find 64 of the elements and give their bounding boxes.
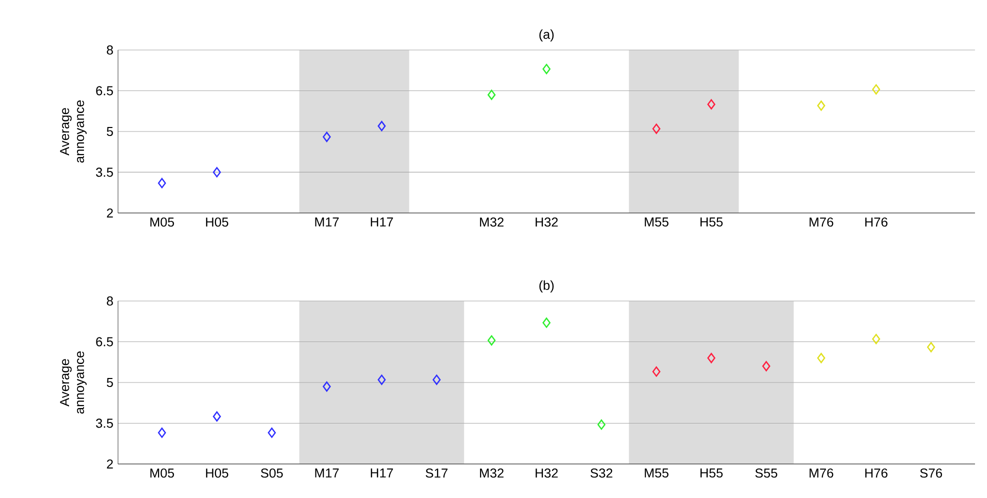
y-tick-label: 6.5	[96, 337, 113, 346]
x-tick-label: M76	[810, 217, 834, 227]
point	[378, 374, 386, 385]
chart-title: (a)	[539, 29, 554, 42]
point	[707, 352, 716, 364]
y-tick-label: 5	[106, 126, 113, 136]
point	[652, 124, 660, 134]
x-tick-label: M32	[480, 217, 504, 227]
point	[212, 411, 221, 422]
y-axis-title: Average annoyance	[60, 351, 87, 414]
x-tick-label: S55	[755, 468, 778, 478]
x-tick-label: M05	[150, 217, 174, 227]
point	[322, 132, 331, 142]
y-tick-label: 2	[106, 208, 113, 218]
x-tick-label: H32	[536, 468, 558, 478]
point	[817, 352, 826, 364]
point	[707, 99, 716, 110]
x-tick-label: H76	[865, 217, 888, 227]
x-tick-label: M17	[315, 468, 339, 478]
x-tick-label: M32	[480, 468, 504, 478]
point	[872, 334, 880, 344]
chart-title: (b)	[539, 280, 554, 292]
point	[927, 342, 936, 352]
y-tick-label: 8	[106, 45, 113, 55]
point	[488, 335, 496, 346]
x-tick-label: H76	[865, 468, 888, 478]
y-axis-title: Average annoyance	[60, 100, 87, 163]
y-tick-label: 6.5	[96, 86, 113, 96]
x-tick-label: S05	[260, 468, 283, 478]
point	[378, 120, 386, 132]
x-tick-label: H05	[206, 468, 228, 478]
y-tick-label: 3.5	[96, 418, 113, 428]
point	[762, 361, 770, 372]
x-tick-label: M17	[315, 218, 339, 226]
x-tick-label: S17	[426, 468, 448, 478]
y-tick-label: 2	[106, 459, 113, 469]
x-tick-label: M55	[644, 218, 668, 227]
x-tick-label: M55	[644, 468, 668, 478]
x-tick-label: S32	[590, 468, 612, 478]
point	[652, 366, 660, 377]
point	[817, 100, 826, 111]
y-tick-label: 3.5	[96, 168, 113, 177]
x-tick-label: H17	[370, 468, 393, 478]
point	[158, 428, 166, 438]
x-tick-label: M05	[150, 468, 174, 478]
x-tick-label: S76	[920, 468, 942, 478]
point	[322, 381, 331, 392]
point	[268, 428, 276, 438]
point	[542, 318, 551, 328]
point	[597, 419, 606, 430]
point	[872, 84, 880, 95]
y-tick-label: 5	[106, 378, 113, 388]
x-tick-label: H32	[536, 217, 558, 227]
point	[158, 178, 166, 188]
x-tick-label: H17	[370, 218, 393, 226]
point	[212, 167, 221, 178]
x-tick-label: M76	[810, 468, 834, 478]
x-tick-label: H05	[206, 217, 228, 227]
point	[542, 64, 551, 74]
y-tick-label: 8	[106, 296, 113, 306]
x-tick-label: H55	[700, 468, 723, 478]
x-tick-label: H55	[700, 218, 723, 227]
point	[432, 374, 441, 385]
point	[488, 90, 496, 100]
